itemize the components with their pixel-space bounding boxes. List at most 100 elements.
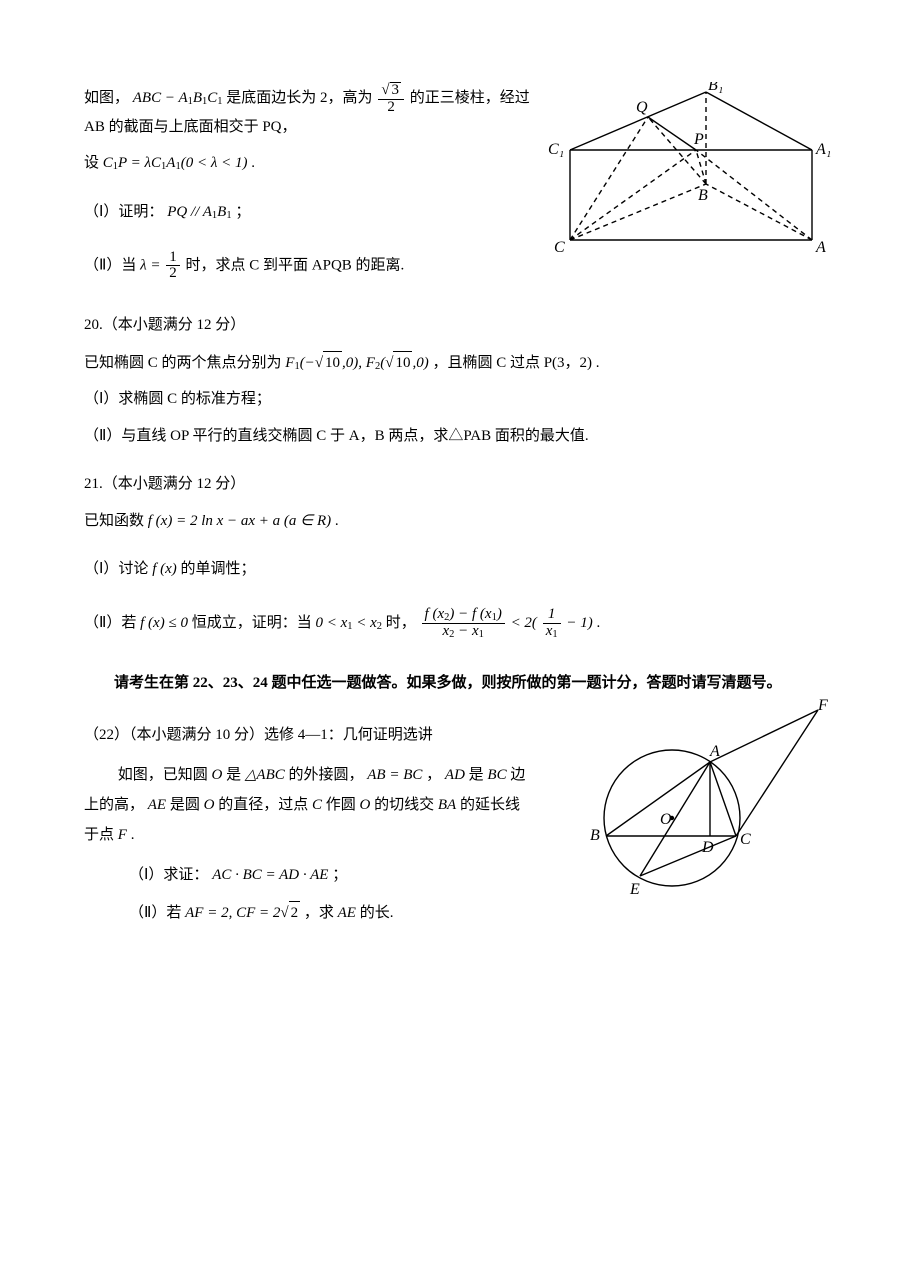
q22-l1c: 的外接圆， <box>289 767 364 783</box>
q22-p2c: 的长. <box>360 905 394 921</box>
q22-p1b: ； <box>332 867 347 883</box>
lbl-p: P <box>693 131 704 148</box>
q22-O2: O <box>204 797 215 813</box>
q22-C: C <box>312 797 322 813</box>
q22-tri: △ABC <box>245 767 285 783</box>
q19-text: 如图， ABC − A1B1C1 是底面边长为 2，高为 √3 2 的正三棱柱，… <box>84 82 536 308</box>
q19-part2-a: （Ⅱ）当 <box>84 257 140 273</box>
lbl-O: O <box>660 811 672 828</box>
q22-row: （22）（本小题满分 10 分）选修 4—1：几何证明选讲 如图，已知圆 O 是… <box>84 724 836 939</box>
q21-part2-c: 时， <box>386 615 416 631</box>
q20-header: 20.（本小题满分 12 分） <box>84 314 836 337</box>
q19-row: 如图， ABC − A1B1C1 是底面边长为 2，高为 √3 2 的正三棱柱，… <box>84 82 836 308</box>
q21-fx-def: f (x) = 2 ln x − ax + a (a ∈ R) <box>148 513 331 529</box>
q19-part1-b: ； <box>235 204 250 220</box>
lbl-C: C <box>740 831 751 848</box>
q21-fx-leq0: f (x) ≤ 0 <box>140 615 188 631</box>
q22-ba: BA <box>438 797 456 813</box>
q21-line1-b: . <box>335 513 339 529</box>
q22-l1e: 是 <box>469 767 488 783</box>
q22-O1: O <box>212 767 223 783</box>
q22-line3: 于点 F . <box>84 820 576 850</box>
q21-part2-b: 恒成立，证明：当 <box>192 615 316 631</box>
q22-p2a: （Ⅱ）若 <box>129 905 185 921</box>
q19-lambda: λ = <box>140 257 164 273</box>
q20-line1-b: ，且椭圆 C 过点 P(3，2) . <box>432 355 599 371</box>
q22-l2c: 的直径，过点 <box>218 797 312 813</box>
q20-line1: 已知椭圆 C 的两个焦点分别为 F1(−√10,0), F2(√10,0) ，且… <box>84 351 836 375</box>
q19-part1-lbl: （Ⅰ）证明： <box>84 204 163 220</box>
q22-l2b: 是圆 <box>170 797 204 813</box>
q22-part1: （Ⅰ）求证： AC · BC = AD · AE ； <box>84 864 576 887</box>
lbl-c: C <box>554 239 565 256</box>
q22-text: （22）（本小题满分 10 分）选修 4—1：几何证明选讲 如图，已知圆 O 是… <box>84 724 576 939</box>
lbl-q: Q <box>636 99 648 116</box>
q21-diff-quot: f (x2) − f (x1) x2 − x1 <box>422 607 505 640</box>
q22-bc: BC <box>487 767 506 783</box>
q19-part1: （Ⅰ）证明： PQ // A1B1 ； <box>84 201 536 224</box>
q22-O3: O <box>360 797 371 813</box>
q21-lt: < 2( <box>511 615 537 631</box>
q20-part1: （Ⅰ）求椭圆 C 的标准方程； <box>84 388 836 411</box>
q19-part2-b: 时，求点 C 到平面 APQB 的距离. <box>186 257 405 273</box>
q19-pq-parallel: PQ // A1B1 <box>167 204 231 220</box>
lbl-a1: A₁ <box>815 141 831 158</box>
q22-l1b: 是 <box>226 767 245 783</box>
q21-line1: 已知函数 f (x) = 2 ln x − ax + a (a ∈ R) . <box>84 510 836 533</box>
q21-part1-a: （Ⅰ）讨论 <box>84 561 152 577</box>
q22-line2: 上的高， AE 是圆 O 的直径，过点 C 作圆 O 的切线交 BA 的延长线 <box>84 790 576 820</box>
q22-l2d: 作圆 <box>326 797 360 813</box>
q21-part1-b: 的单调性； <box>181 561 256 577</box>
q19-height-frac: √3 2 <box>378 82 404 116</box>
q22-figure: F A O B D C E <box>576 698 836 916</box>
q19-prism: ABC − A1B1C1 <box>133 90 223 106</box>
q21-x1x2: 0 < x1 < x2 <box>315 615 382 631</box>
lbl-a: A <box>815 239 826 256</box>
q21-part1: （Ⅰ）讨论 f (x) 的单调性； <box>84 558 836 581</box>
q22-part2: （Ⅱ）若 AF = 2, CF = 2√2 ，求 AE 的长. <box>84 901 576 925</box>
lbl-c1: C₁ <box>548 141 564 158</box>
q22-l2f: 的延长线 <box>460 797 520 813</box>
q21-header: 21.（本小题满分 12 分） <box>84 473 836 496</box>
q19-line2-a: 设 <box>84 155 103 171</box>
page: 如图， ABC − A1B1C1 是底面边长为 2，高为 √3 2 的正三棱柱，… <box>0 0 920 1274</box>
q22-F: F <box>118 827 127 843</box>
q22-p2b: ，求 <box>304 905 338 921</box>
q19-figure: B₁ A₁ C₁ Q P B C A <box>536 82 836 280</box>
q22-l1a: 如图，已知圆 <box>118 767 212 783</box>
q21-line1-a: 已知函数 <box>84 513 148 529</box>
q22-ad: AD <box>445 767 465 783</box>
q19-intro-a: 如图， <box>84 90 129 106</box>
lbl-E: E <box>629 881 640 898</box>
q21-fx: f (x) <box>152 561 177 577</box>
q20-part2: （Ⅱ）与直线 OP 平行的直线交椭圆 C 于 A，B 两点，求△PAB 面积的最… <box>84 425 836 448</box>
q22-prod: AC · BC = AD · AE <box>212 867 328 883</box>
q22-l3a: 于点 <box>84 827 118 843</box>
q22-line1: 如图，已知圆 O 是 △ABC 的外接圆， AB = BC ， AD 是 BC … <box>84 760 576 790</box>
q19-intro: 如图， ABC − A1B1C1 是底面边长为 2，高为 √3 2 的正三棱柱，… <box>84 82 536 138</box>
q19-c1p: C1P = λC1A1(0 < λ < 1) <box>103 155 248 171</box>
q19-line2: 设 C1P = λC1A1(0 < λ < 1) . <box>84 152 536 175</box>
q19-intro-b: 是底面边长为 2，高为 <box>226 90 376 106</box>
q21-part2-d: . <box>596 615 600 631</box>
q22-p1a: （Ⅰ）求证： <box>129 867 208 883</box>
q19-line2-b: . <box>251 155 255 171</box>
q19-half: 12 <box>166 250 180 283</box>
lbl-b: B <box>698 187 708 204</box>
lbl-b1: B₁ <box>708 82 723 94</box>
q19-part2: （Ⅱ）当 λ = 12 时，求点 C 到平面 APQB 的距离. <box>84 250 536 283</box>
q22-ae: AE <box>148 797 166 813</box>
q22-ae2: AE <box>338 905 356 921</box>
q22-l2e: 的切线交 <box>374 797 438 813</box>
q22-l1f: 边 <box>510 767 525 783</box>
lbl-F: F <box>817 698 828 714</box>
choose-instruction: 请考生在第 22、23、24 题中任选一题做答。如果多做，则按所做的第一题计分，… <box>84 668 836 698</box>
lbl-D: D <box>701 839 714 856</box>
q22-l3b: . <box>131 827 135 843</box>
q22-afcf: AF = 2, CF = 2√2 <box>185 905 300 921</box>
q22-header: （22）（本小题满分 10 分）选修 4—1：几何证明选讲 <box>84 724 576 747</box>
q20-line1-a: 已知椭圆 C 的两个焦点分别为 <box>84 355 285 371</box>
q22-l1d: ， <box>426 767 441 783</box>
q21-part2-a: （Ⅱ）若 <box>84 615 140 631</box>
circle-svg: F A O B D C E <box>576 698 836 908</box>
